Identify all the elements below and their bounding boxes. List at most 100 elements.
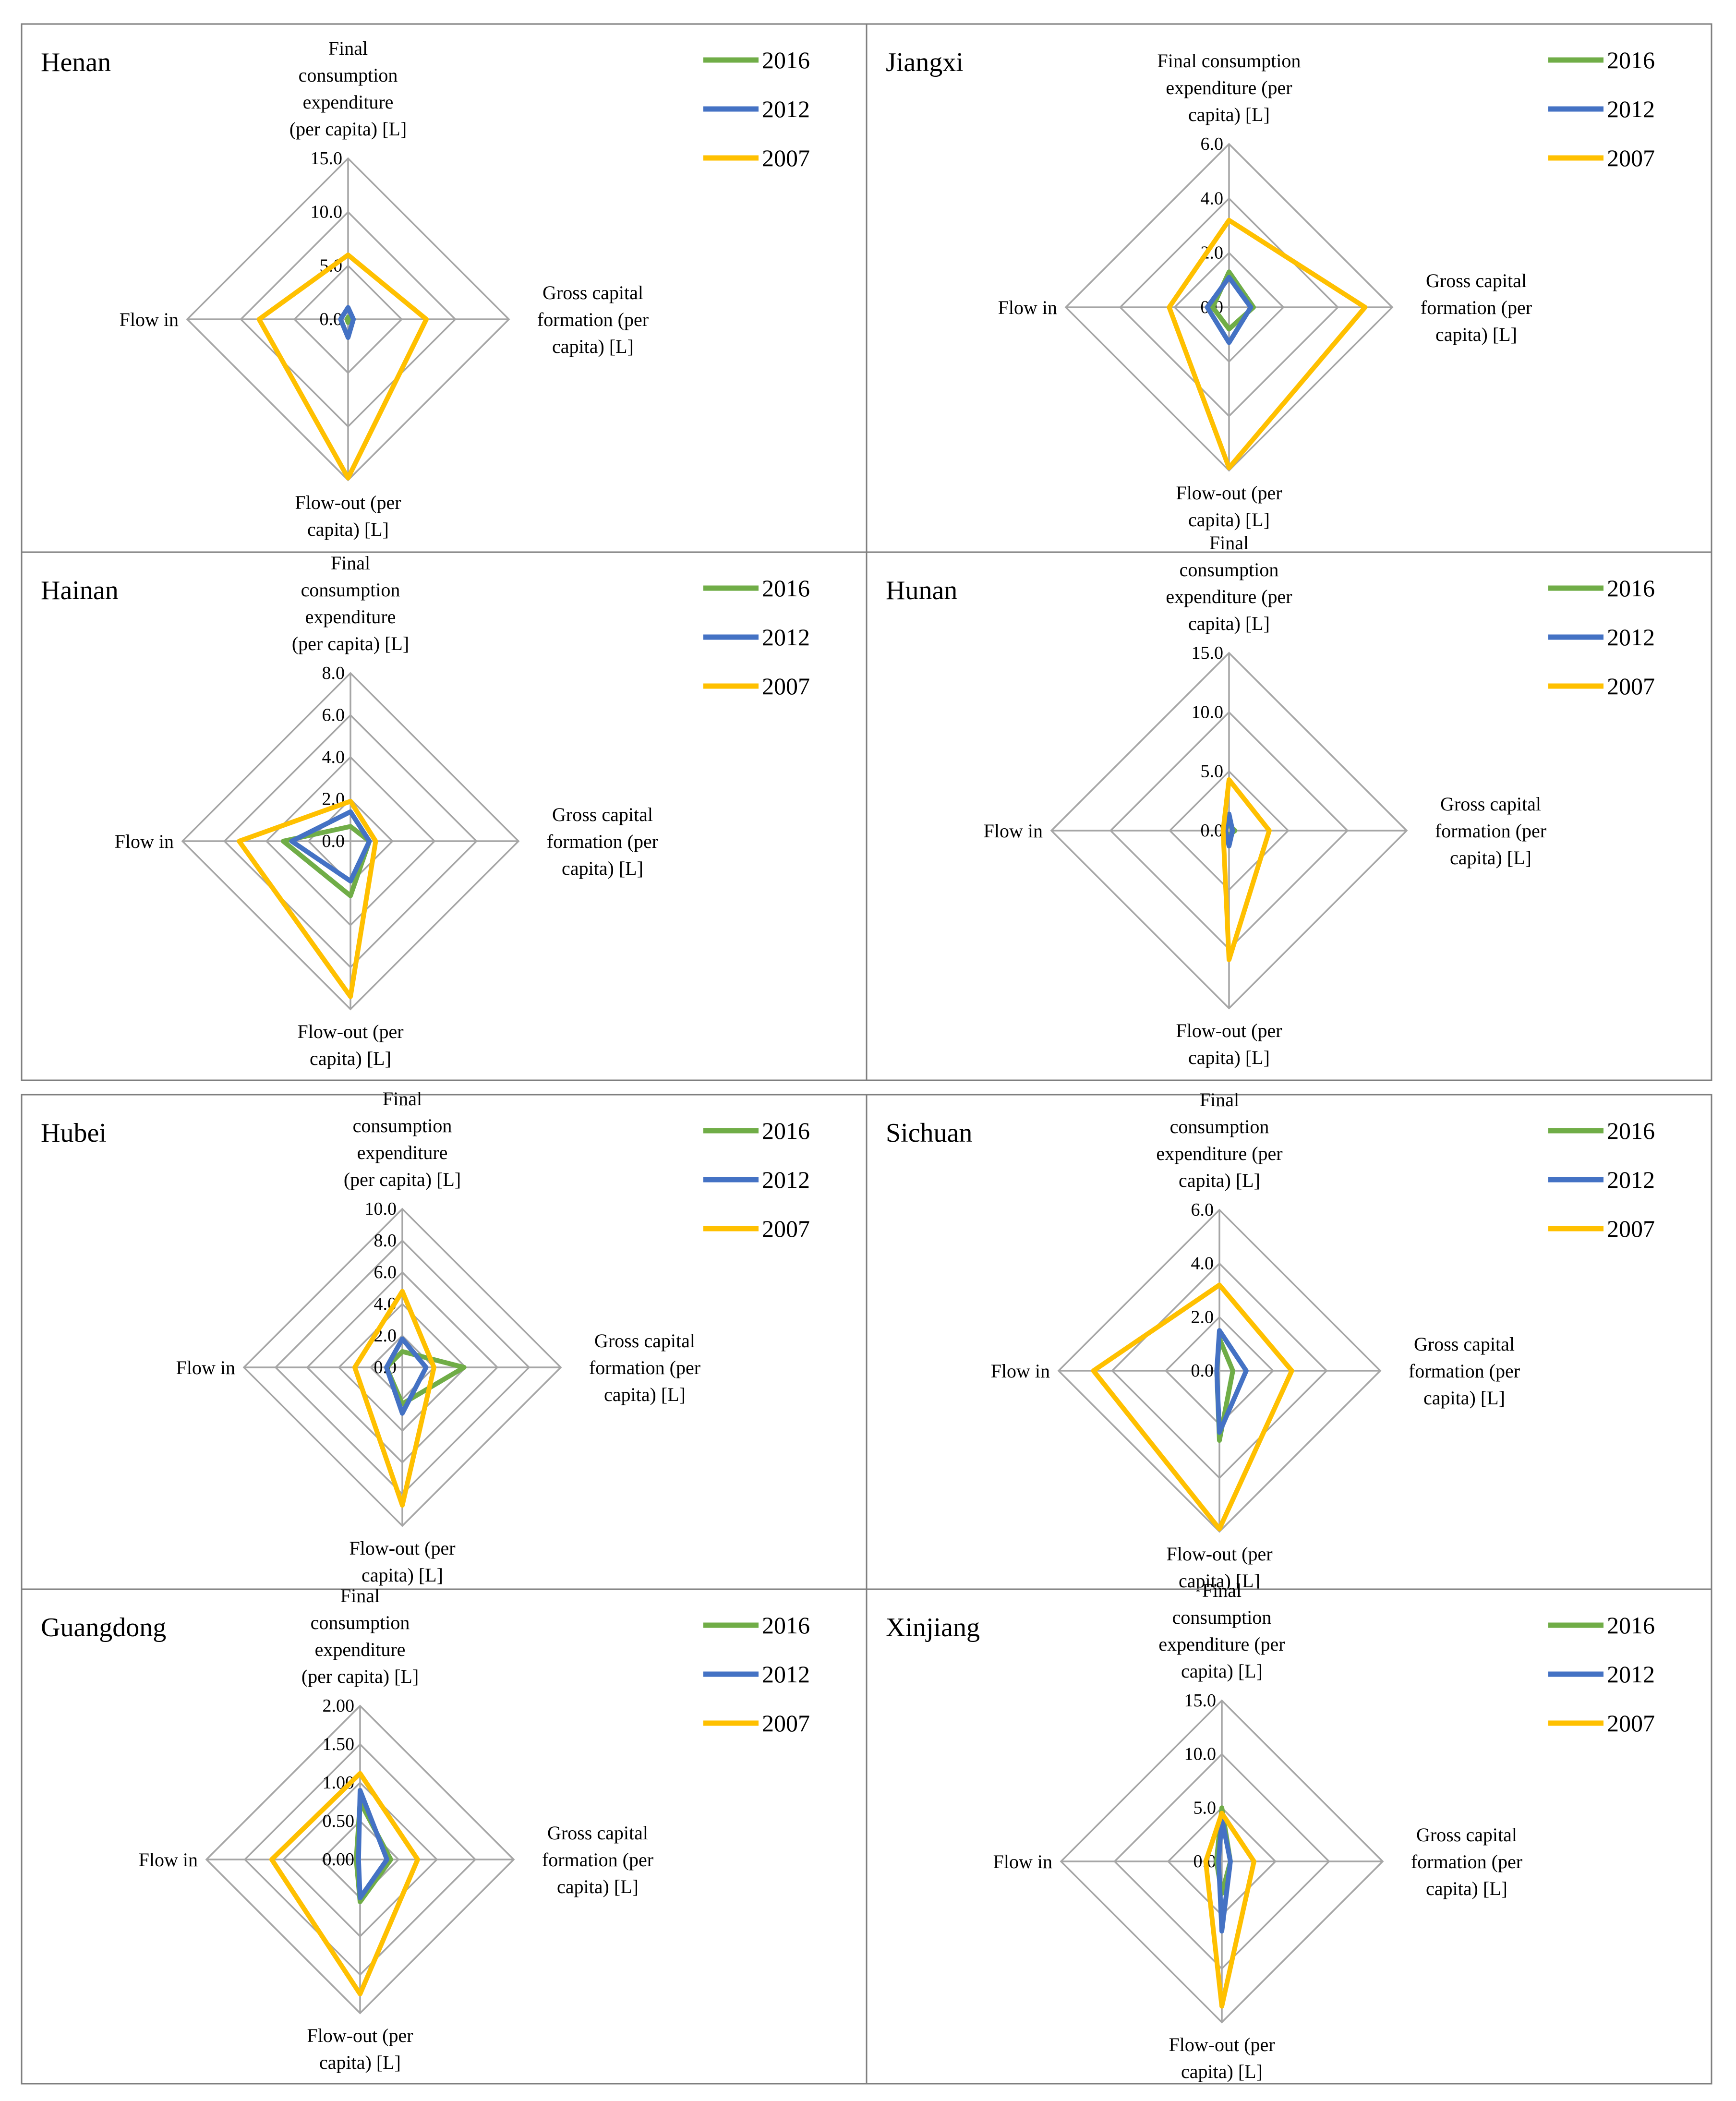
legend: 2016 2012 2007 <box>703 47 810 171</box>
axis-label-final-consumption: consumption <box>353 1115 452 1136</box>
tick-label: 5.0 <box>1201 761 1224 782</box>
legend-label-2012: 2012 <box>1607 1166 1655 1193</box>
tick-label: 15.0 <box>311 148 343 169</box>
axis-label-gross-capital-formation: Gross capital <box>1426 270 1527 291</box>
axis-label-flow-out: capita) [L] <box>307 519 389 540</box>
chart-title: Hainan <box>41 576 119 605</box>
axis-label-flow-out: capita) [L] <box>310 1048 391 1069</box>
tick-label: 2.0 <box>1191 1307 1214 1327</box>
legend: 2016 2012 2007 <box>703 1117 810 1242</box>
tick-label: 15.0 <box>1184 1690 1217 1711</box>
legend-label-2012: 2012 <box>762 1166 810 1193</box>
axis-label-gross-capital-formation: formation (per <box>547 831 658 852</box>
tick-label: 10.0 <box>365 1199 397 1219</box>
radar-panel-xinjiang: Xinjiang0.05.010.015.0Finalconsumptionex… <box>866 1580 1712 2085</box>
axis-label-final-consumption: consumption <box>311 1612 410 1633</box>
legend-label-2016: 2016 <box>1607 575 1655 602</box>
series-line-2012 <box>1223 811 1235 849</box>
axis-label-gross-capital-formation: Gross capital <box>1416 1824 1517 1846</box>
tick-label: 4.0 <box>1201 188 1224 208</box>
axis-label-final-consumption: Final <box>1200 1089 1239 1111</box>
tick-label: 4.0 <box>1191 1254 1214 1274</box>
axis-label-flow-in: Flow in <box>991 1360 1050 1382</box>
axis-label-gross-capital-formation: capita) [L] <box>1426 1878 1507 1899</box>
axis-label-flow-out: Flow-out (per <box>307 2025 413 2046</box>
axis-label-final-consumption: capita) [L] <box>1188 104 1270 125</box>
panel-frame <box>21 23 868 553</box>
legend: 2016 2012 2007 <box>1548 47 1655 171</box>
panel-frame <box>21 551 868 1081</box>
axis-label-final-consumption: consumption <box>1180 559 1279 580</box>
axis-label-final-consumption: Final <box>383 1088 422 1110</box>
series-line-2012 <box>1205 275 1254 345</box>
panel-frame <box>866 1588 1712 2085</box>
axis-label-final-consumption: (per capita) [L] <box>289 118 407 140</box>
legend-label-2016: 2016 <box>1607 47 1655 73</box>
series-line-2007 <box>237 798 378 999</box>
axis-label-flow-out: Flow-out (per <box>349 1537 455 1559</box>
axis-label-final-consumption: Final <box>1202 1580 1242 1601</box>
tick-label: 6.0 <box>374 1262 397 1282</box>
legend-label-2016: 2016 <box>762 1117 810 1144</box>
series-line-2007 <box>1167 217 1368 471</box>
series-line-2007 <box>269 1771 420 1996</box>
axis-label-gross-capital-formation: capita) [L] <box>557 1876 639 1897</box>
axis-label-flow-out: capita) [L] <box>362 1564 443 1586</box>
legend-label-2012: 2012 <box>1607 1661 1655 1688</box>
tick-label: 0.50 <box>323 1811 355 1831</box>
legend-label-2012: 2012 <box>1607 96 1655 122</box>
panel-frame <box>866 23 1712 553</box>
axis-label-final-consumption: capita) [L] <box>1179 1170 1260 1191</box>
legend: 2016 2012 2007 <box>1548 1117 1655 1242</box>
axis-label-gross-capital-formation: Gross capital <box>547 1822 648 1844</box>
axis-label-final-consumption: expenditure (per <box>1166 77 1292 98</box>
axis-label-gross-capital-formation: Gross capital <box>1440 793 1541 815</box>
legend-label-2012: 2012 <box>762 1661 810 1688</box>
axis-label-final-consumption: Final <box>340 1585 380 1606</box>
axis-label-flow-out: Flow-out (per <box>297 1021 403 1042</box>
legend-label-2007: 2007 <box>762 1215 810 1242</box>
axis-label-final-consumption: (per capita) [L] <box>301 1666 419 1687</box>
tick-label: 0.0 <box>1191 1361 1214 1381</box>
panel-frame <box>866 1094 1712 1590</box>
legend-label-2012: 2012 <box>1607 624 1655 651</box>
series-line-2007 <box>1091 1282 1294 1532</box>
axis-label-final-consumption: capita) [L] <box>1188 613 1270 634</box>
axis-label-final-consumption: consumption <box>301 579 400 601</box>
axis-label-final-consumption: Final <box>1209 532 1249 554</box>
axis-label-final-consumption: expenditure <box>315 1639 406 1660</box>
axis-label-final-consumption: expenditure <box>303 91 394 113</box>
legend-label-2016: 2016 <box>762 575 810 602</box>
axis-label-flow-out: Flow-out (per <box>1166 1543 1272 1565</box>
legend: 2016 2012 2007 <box>703 1612 810 1737</box>
axis-label-flow-out: capita) [L] <box>1181 2061 1263 2082</box>
axis-label-gross-capital-formation: capita) [L] <box>1450 847 1531 869</box>
chart-title: Hubei <box>41 1118 107 1148</box>
series-line-2012 <box>1214 1328 1249 1435</box>
axis-label-flow-out: Flow-out (per <box>1176 1020 1282 1041</box>
chart-title: Jiangxi <box>886 48 964 77</box>
axis-label-gross-capital-formation: formation (per <box>1421 297 1532 318</box>
legend-label-2007: 2007 <box>762 145 810 171</box>
axis-label-flow-in: Flow in <box>993 1851 1052 1872</box>
axis-label-gross-capital-formation: Gross capital <box>1414 1333 1515 1355</box>
tick-label: 2.00 <box>323 1696 355 1716</box>
chart-title: Xinjiang <box>886 1613 980 1642</box>
axis-label-gross-capital-formation: capita) [L] <box>1423 1387 1505 1409</box>
axis-label-gross-capital-formation: Gross capital <box>552 804 653 825</box>
series-line-2012 <box>338 305 356 340</box>
panel-frame <box>21 1588 868 2085</box>
axis-label-gross-capital-formation: capita) [L] <box>604 1384 686 1405</box>
axis-label-flow-out: capita) [L] <box>1188 509 1270 531</box>
axis-label-gross-capital-formation: formation (per <box>537 309 649 330</box>
axis-label-final-consumption: Final <box>328 37 368 59</box>
legend-label-2007: 2007 <box>1607 145 1655 171</box>
legend-label-2012: 2012 <box>762 624 810 651</box>
legend: 2016 2012 2007 <box>703 575 810 700</box>
tick-label: 0.0 <box>322 831 345 851</box>
legend: 2016 2012 2007 <box>1548 575 1655 700</box>
axis-label-gross-capital-formation: formation (per <box>589 1357 700 1378</box>
legend-label-2007: 2007 <box>1607 1710 1655 1737</box>
legend-label-2007: 2007 <box>762 1710 810 1737</box>
